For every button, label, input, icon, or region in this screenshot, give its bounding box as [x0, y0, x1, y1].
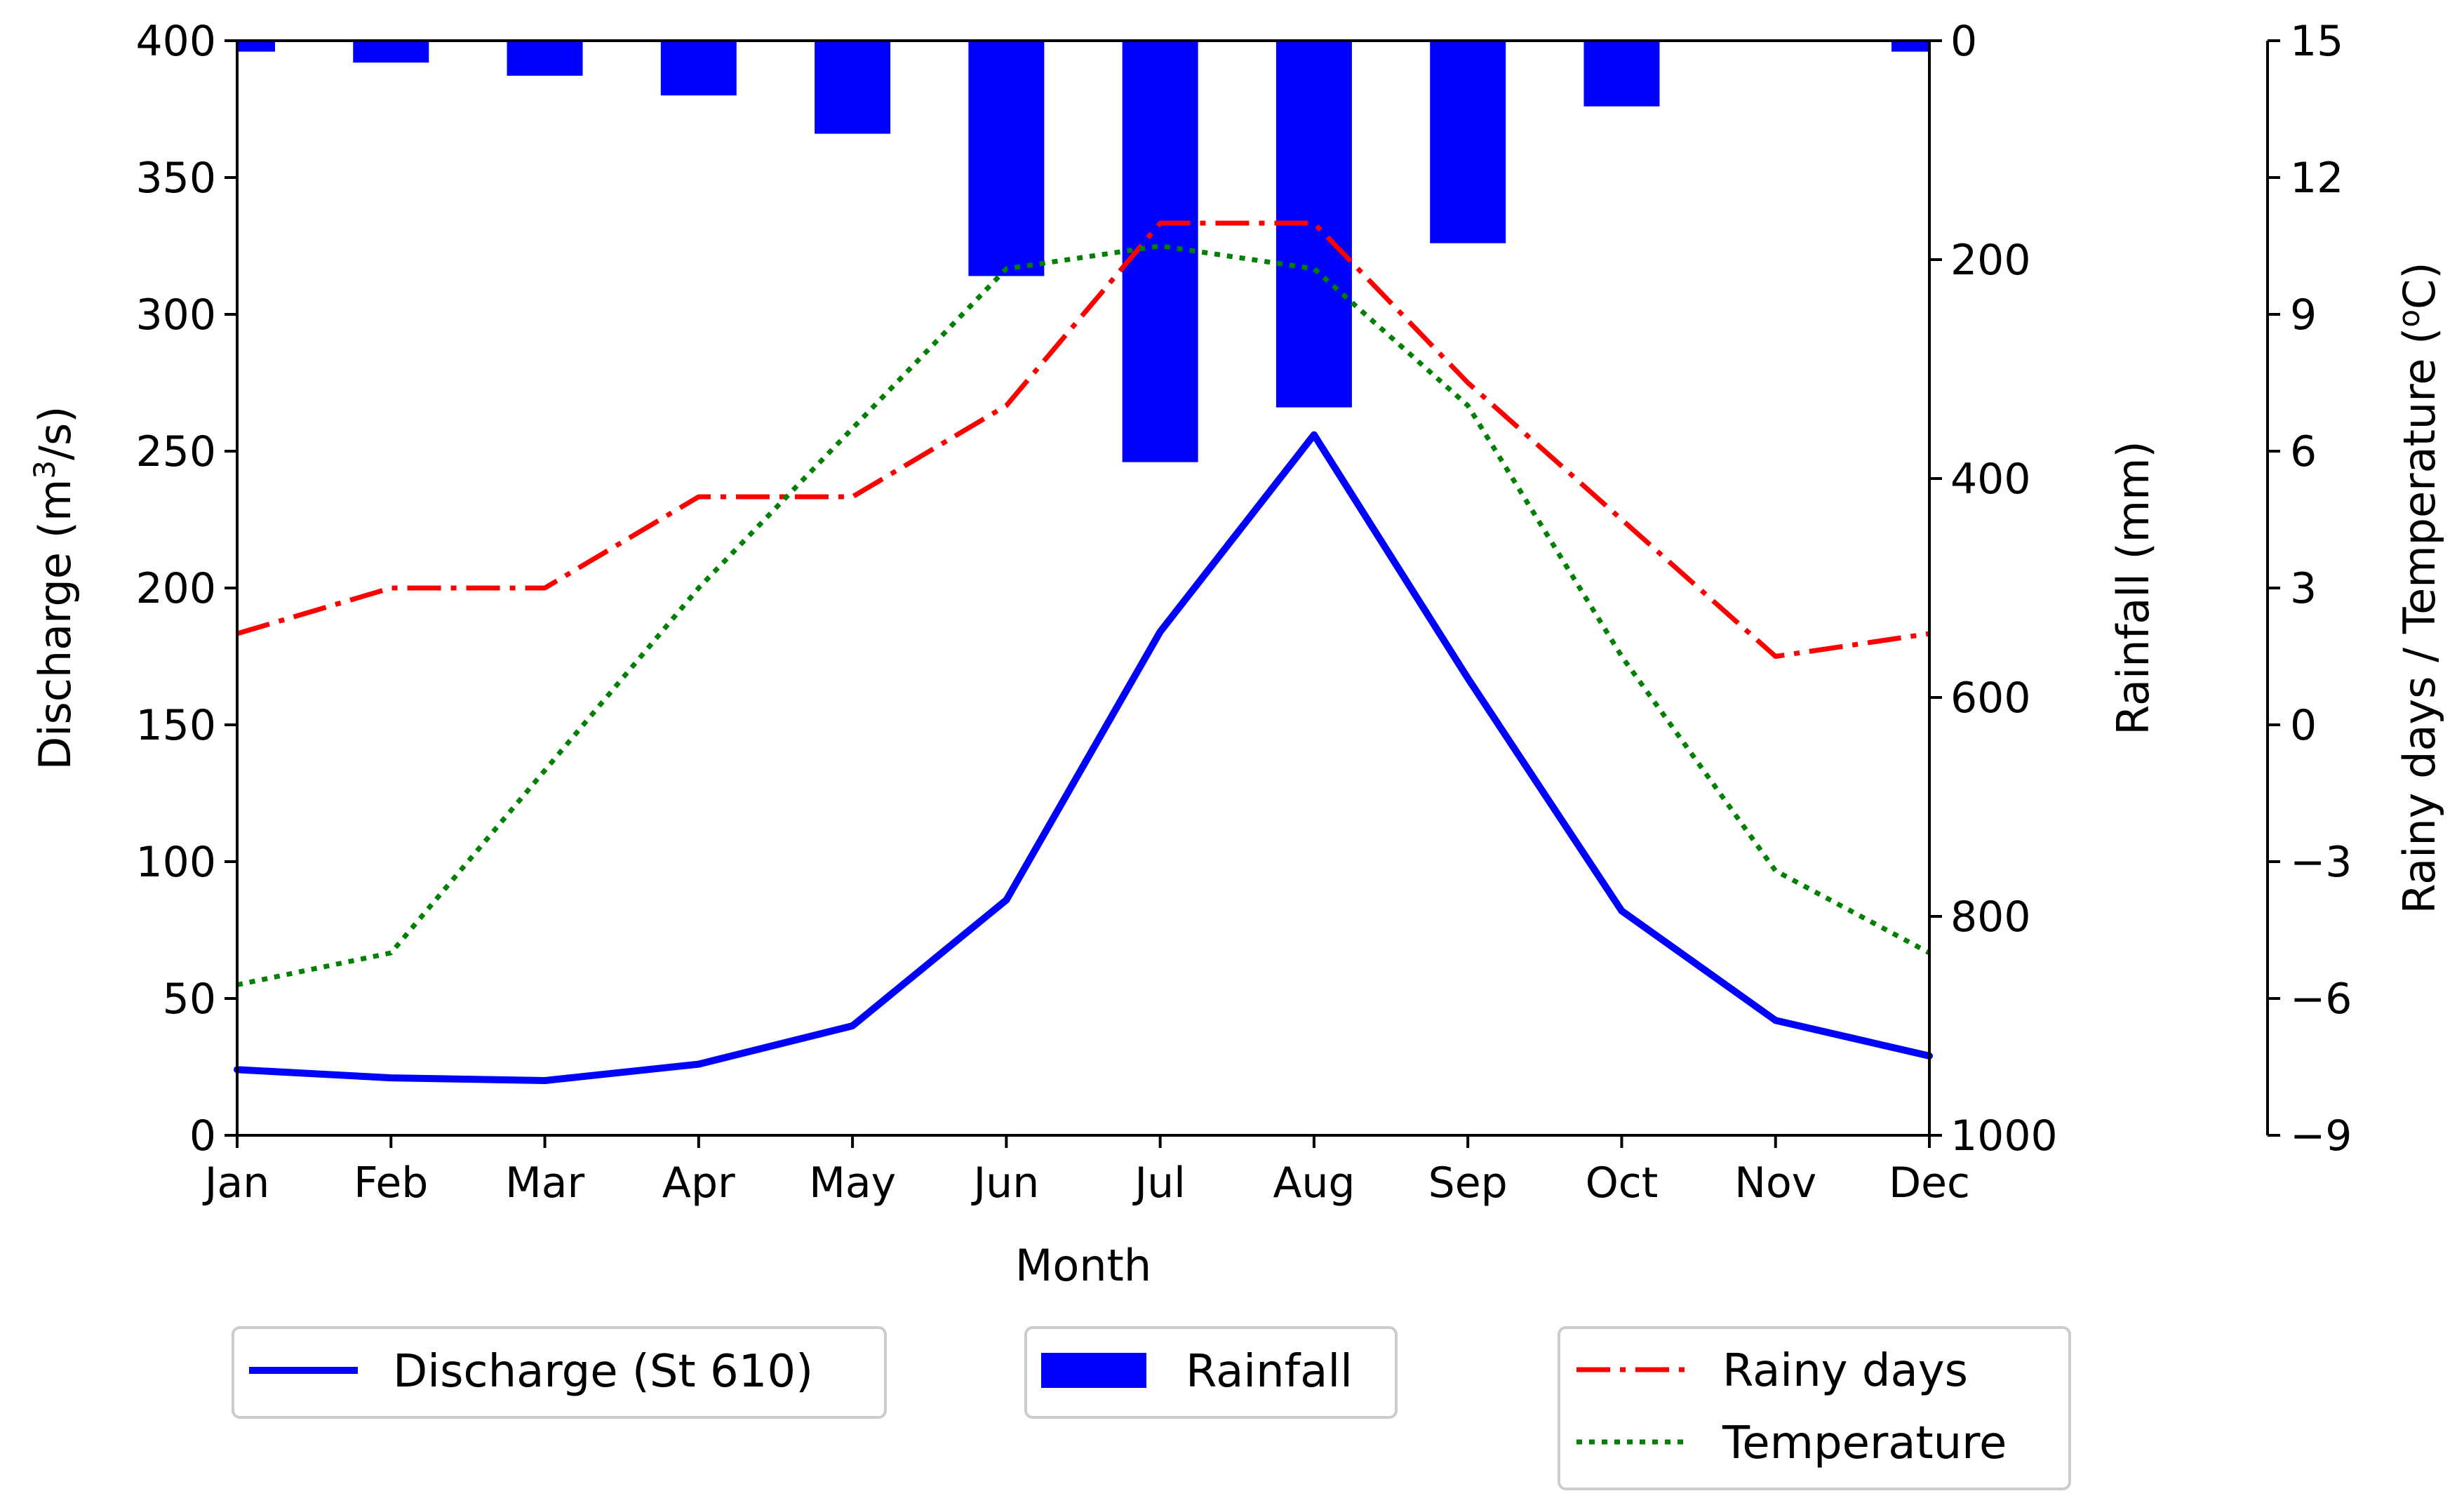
rainfall-axis-title: Rainfall (mm) — [2108, 441, 2159, 735]
legend-discharge: Discharge (St 610) — [232, 1326, 887, 1419]
rainy-temp-tick-label: 3 — [2290, 564, 2317, 613]
legend-rainy-temp: Rainy days Temperature — [1558, 1326, 2071, 1490]
rainy-temp-tick-label: −9 — [2290, 1111, 2352, 1161]
legend-swatch-rainfall — [1041, 1353, 1146, 1388]
rainfall-tick-label: 800 — [1950, 893, 2031, 942]
left-tick-label: 300 — [135, 290, 216, 340]
left-axis-title: Discharge (m3/s) — [27, 406, 81, 770]
x-tick-label: Sep — [1428, 1158, 1508, 1208]
left-axis-ticks: 0 50 100 150 200 250 300 350 400 — [135, 17, 237, 1161]
left-tick-label: 100 — [135, 838, 216, 887]
rainy-temp-axis-ticks: 15 12 9 6 3 0 −3 −6 −9 — [2268, 17, 2352, 1161]
rainy-temp-tick-label: 9 — [2290, 290, 2317, 340]
legend-box — [1558, 1326, 2071, 1490]
left-tick-label: 150 — [135, 701, 216, 750]
x-axis-ticks: Jan Feb Mar Apr May Jun Jul Aug Sep Oct Nov Dec — [202, 1135, 1970, 1208]
rainfall-tick-label: 1000 — [1950, 1111, 2058, 1161]
series-line-rainy-days — [236, 220, 1930, 659]
legend-box — [232, 1326, 887, 1419]
x-tick-label: Jan — [202, 1158, 270, 1208]
x-tick-label: Mar — [505, 1158, 585, 1208]
legend-label-rainy-days: Rainy days — [1722, 1345, 1968, 1397]
legend-label-rainfall: Rainfall — [1186, 1346, 1353, 1398]
x-tick-label: May — [809, 1158, 896, 1208]
legend-label-discharge: Discharge (St 610) — [393, 1346, 813, 1398]
series-line-discharge-st-610 — [234, 431, 1933, 1084]
rainfall-tick-label: 0 — [1950, 17, 1977, 66]
rainy-temp-axis-title: Rainy days / Temperature (oC) — [2392, 262, 2445, 914]
rainfall-tick-label: 200 — [1950, 236, 2031, 285]
rainy-temp-tick-label: 0 — [2290, 701, 2317, 750]
rainfall-bar-apr — [660, 41, 737, 95]
left-tick-label: 50 — [163, 975, 216, 1024]
rainfall-bar-feb — [353, 41, 429, 63]
legend-rainfall: Rainfall — [1024, 1326, 1398, 1419]
legend-box — [1024, 1326, 1398, 1419]
rainy-temp-tick-label: 15 — [2290, 17, 2343, 66]
rainfall-bar-jun — [968, 41, 1045, 276]
rainy-temp-tick-label: −3 — [2290, 838, 2352, 887]
rainfall-bar-sep — [1430, 41, 1506, 243]
x-tick-label: Dec — [1889, 1158, 1970, 1208]
left-tick-label: 250 — [135, 427, 216, 476]
rainfall-bar-jan — [237, 41, 275, 52]
rainfall-tick-label: 400 — [1950, 455, 2031, 504]
x-tick-label: Nov — [1734, 1158, 1816, 1208]
rainfall-bar-oct — [1583, 41, 1660, 107]
rainfall-axis-ticks: 0 200 400 600 800 1000 — [1929, 17, 2058, 1161]
x-tick-label: Jul — [1132, 1158, 1185, 1208]
rainy-temp-tick-label: 12 — [2290, 154, 2343, 203]
rainfall-bar-mar — [507, 41, 583, 76]
left-tick-label: 350 — [135, 154, 216, 203]
series-line-temperature — [236, 243, 1931, 987]
x-tick-label: Feb — [354, 1158, 428, 1208]
left-tick-label: 400 — [135, 17, 216, 66]
rainy-temp-tick-label: −6 — [2290, 975, 2352, 1024]
x-tick-label: Oct — [1586, 1158, 1659, 1208]
legend-label-temperature: Temperature — [1722, 1417, 2007, 1469]
rainy-temp-tick-label: 6 — [2290, 427, 2317, 476]
rainfall-tick-label: 600 — [1950, 674, 2031, 723]
left-tick-label: 200 — [135, 564, 216, 613]
x-tick-label: Jun — [970, 1158, 1039, 1208]
x-axis-title: Month — [1015, 1240, 1151, 1291]
x-tick-label: Aug — [1273, 1158, 1355, 1208]
series-lines — [234, 220, 1933, 1084]
rainfall-bar-may — [815, 41, 891, 134]
rainfall-bars — [237, 41, 1929, 462]
left-tick-label: 0 — [189, 1111, 216, 1161]
rainfall-bar-dec — [1891, 41, 1929, 52]
x-tick-label: Apr — [662, 1158, 735, 1208]
